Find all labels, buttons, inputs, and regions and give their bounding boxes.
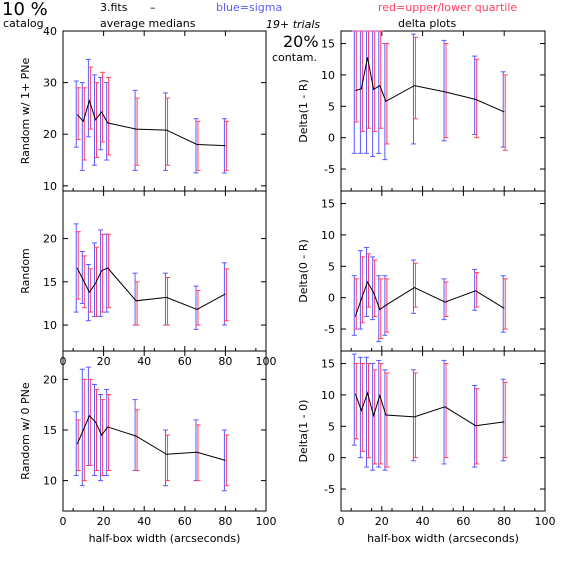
x-axis-label: half-box width (arcseconds) (89, 532, 241, 545)
y-tick-label: -5 (324, 323, 335, 336)
median-line (354, 391, 505, 427)
x-tick-label: 40 (137, 515, 151, 528)
header-average-medians: average medians (100, 17, 196, 30)
y-tick-label: 20 (43, 233, 57, 246)
y-tick-label: 5 (328, 260, 335, 273)
plot-frame (340, 30, 546, 192)
y-axis-label: Delta(1 - 0) (297, 400, 310, 463)
x-tick-label: 20 (97, 515, 111, 528)
x-tick-label: 80 (497, 515, 511, 528)
panel-6: 0 20 40 60 80 100 -5 0 5 10 15 Delta(1 - 0) half-box… (297, 350, 556, 545)
x-tick-label: 60 (456, 515, 470, 528)
y-axis-label: Delta(0 - R) (297, 239, 310, 303)
y-tick-label: 10 (321, 229, 335, 242)
y-tick-label: 15 (43, 276, 57, 289)
x-tick-label: 0 (338, 515, 345, 528)
x-tick-label: 40 (416, 515, 430, 528)
y-tick-label: 15 (321, 38, 335, 51)
x-tick-label: 60 (178, 515, 192, 528)
panel-1: 10 20 30 40 Random w/ 1+ PNe (19, 25, 267, 193)
y-tick-label: 10 (321, 69, 335, 82)
header-fits: 3.fits (100, 1, 128, 14)
x-tick-label: 0 (60, 515, 67, 528)
x-tick-label: 20 (375, 515, 389, 528)
y-tick-label: 15 (321, 198, 335, 211)
panel-2: -5 0 5 10 15 Delta(1 - R) (297, 30, 546, 192)
header-blue-sigma: blue=sigma (216, 1, 283, 14)
y-tick-label: 15 (321, 358, 335, 371)
plot-frame (340, 190, 546, 352)
median-line (76, 414, 226, 461)
y-tick-label: 5 (328, 100, 335, 113)
header-delta-plots: delta plots (398, 17, 457, 30)
median-line (76, 267, 226, 311)
y-tick-label: 0 (328, 132, 335, 145)
y-tick-label: 10 (43, 475, 57, 488)
x-tick-label: 40 (137, 355, 151, 368)
x-tick-label: 100 (535, 515, 556, 528)
header-catalog: catalog (3, 17, 44, 30)
header-percent: 10 % (2, 0, 48, 20)
header-red-quartile: red=upper/lower quartile (378, 1, 518, 14)
header-trials: 19+ trials (266, 18, 321, 31)
x-tick-label: 80 (218, 355, 232, 368)
plot-frame (340, 350, 546, 512)
y-tick-label: 0 (328, 292, 335, 305)
plot-frame (62, 190, 267, 352)
y-tick-label: -5 (324, 163, 335, 176)
y-tick-label: 10 (43, 319, 57, 332)
y-tick-label: 10 (43, 180, 57, 193)
median-line (76, 98, 226, 147)
y-tick-label: 5 (328, 420, 335, 433)
median-line (354, 280, 505, 317)
x-axis-label: half-box width (arcseconds) (367, 532, 519, 545)
y-tick-label: -5 (324, 483, 335, 496)
y-axis-label: Random (19, 248, 32, 294)
median-line (355, 57, 505, 113)
y-axis-label: Random w/ 0 PNe (19, 382, 32, 480)
y-tick-label: 30 (43, 77, 57, 90)
y-tick-label: 20 (43, 373, 57, 386)
y-tick-label: 20 (43, 128, 57, 141)
panel-5: 0 20 40 60 80 100 10 15 20 Random w/ 0 PNe half-bo… (19, 350, 277, 545)
y-tick-label: 40 (43, 25, 57, 38)
y-tick-label: 0 (328, 452, 335, 465)
plot-frame (62, 350, 267, 512)
y-axis-label: Delta(1 - R) (297, 79, 310, 143)
y-tick-label: 15 (43, 424, 57, 437)
y-tick-label: 10 (321, 389, 335, 402)
x-tick-label: 20 (97, 355, 111, 368)
y-axis-label: Random w/ 1+ PNe (19, 57, 32, 164)
x-tick-label: 100 (256, 515, 277, 528)
header-dash: – (150, 1, 156, 14)
x-tick-label: 80 (218, 515, 232, 528)
header-contam-percent: 20% (283, 32, 319, 51)
header-contam: contam. (272, 51, 318, 64)
plot-frame (62, 30, 267, 192)
x-tick-label: 60 (178, 355, 192, 368)
panel-4: -5 0 5 10 15 Delta(0 - R) (297, 190, 546, 352)
